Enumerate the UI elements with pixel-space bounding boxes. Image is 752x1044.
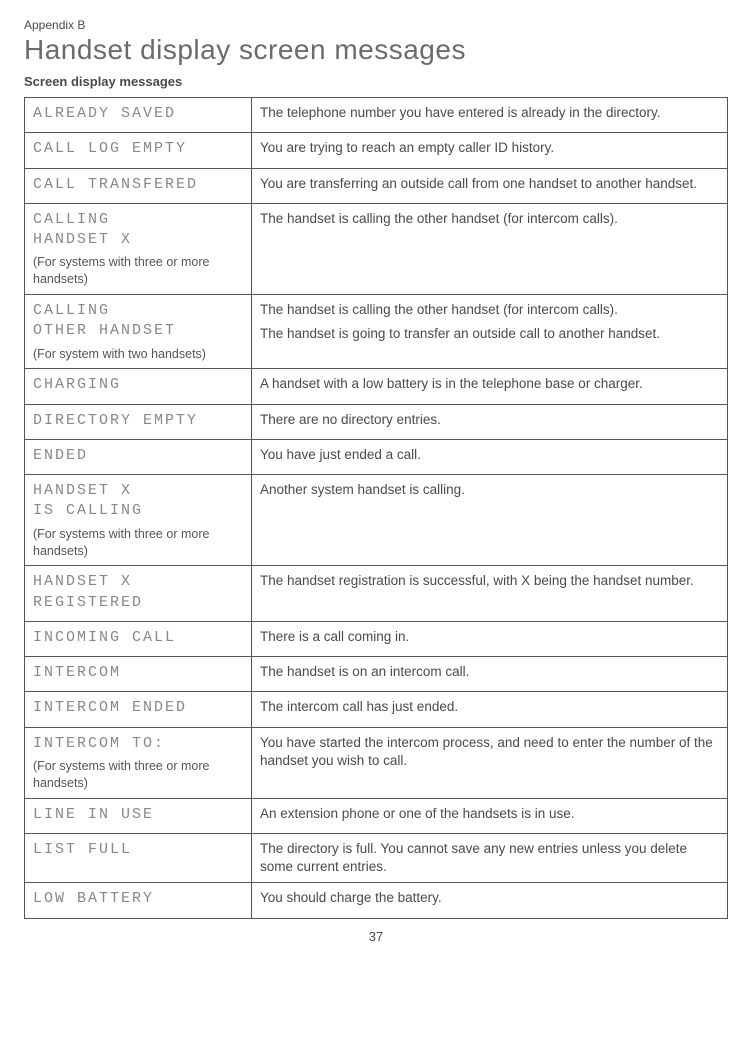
message-description: The handset is on an intercom call. [260,663,719,681]
lcd-text: INCOMING CALL [33,628,243,648]
message-code-cell: ALREADY SAVED [25,98,252,133]
message-description: The telephone number you have entered is… [260,104,719,122]
message-description-cell: The intercom call has just ended. [252,692,728,727]
message-code-cell: INCOMING CALL [25,621,252,656]
message-code-cell: CALL TRANSFERED [25,168,252,203]
message-description: The handset is going to transfer an outs… [260,325,719,343]
message-code-cell: CALLING HANDSET X(For systems with three… [25,203,252,294]
message-description-cell: You have started the intercom process, a… [252,727,728,798]
messages-table: ALREADY SAVED The telephone number you ha… [24,97,728,919]
message-description-cell: The handset is calling the other handset… [252,295,728,369]
table-row: LOW BATTERY You should charge the battery… [25,883,728,918]
section-subtitle: Screen display messages [24,74,728,89]
message-code-cell: CALLING OTHER HANDSET (For system with tw… [25,295,252,369]
lcd-text: LINE IN USE [33,805,243,825]
message-description-cell: You are trying to reach an empty caller … [252,133,728,168]
lcd-text: ENDED [33,446,243,466]
message-description: The handset registration is successful, … [260,572,719,590]
page-number: 37 [24,929,728,944]
message-note: (For systems with three or more handsets… [33,526,243,560]
message-description-cell: The handset registration is successful, … [252,566,728,622]
message-description: The handset is calling the other handset… [260,301,719,319]
table-row: CALLING HANDSET X(For systems with three… [25,203,728,294]
message-description: Another system handset is calling. [260,481,719,499]
table-row: INTERCOM ENDED The intercom call has just… [25,692,728,727]
message-code-cell: LOW BATTERY [25,883,252,918]
message-code-cell: HANDSET X REGISTERED [25,566,252,622]
lcd-text: ALREADY SAVED [33,104,243,124]
lcd-text: HANDSET X IS CALLING [33,481,243,522]
table-row: INTERCOM The handset is on an intercom ca… [25,657,728,692]
message-description-cell: There is a call coming in. [252,621,728,656]
lcd-text: CHARGING [33,375,243,395]
message-description-cell: There are no directory entries. [252,404,728,439]
lcd-text: CALL TRANSFERED [33,175,243,195]
message-description-cell: A handset with a low battery is in the t… [252,369,728,404]
message-description-cell: An extension phone or one of the handset… [252,798,728,833]
message-code-cell: LINE IN USE [25,798,252,833]
message-code-cell: DIRECTORY EMPTY [25,404,252,439]
table-row: LINE IN USE An extension phone or one of … [25,798,728,833]
table-row: ALREADY SAVED The telephone number you ha… [25,98,728,133]
table-row: CALL LOG EMPTY You are trying to reach an… [25,133,728,168]
table-row: CALLING OTHER HANDSET (For system with tw… [25,295,728,369]
page-title: Handset display screen messages [24,34,728,66]
message-code-cell: ENDED [25,439,252,474]
message-code-cell: CHARGING [25,369,252,404]
message-note: (For system with two handsets) [33,346,243,363]
message-description: You should charge the battery. [260,889,719,907]
message-description-cell: Another system handset is calling. [252,475,728,566]
message-code-cell: HANDSET X IS CALLING (For systems with th… [25,475,252,566]
lcd-text: DIRECTORY EMPTY [33,411,243,431]
message-description-cell: The handset is on an intercom call. [252,657,728,692]
table-row: CALL TRANSFERED You are transferring an o… [25,168,728,203]
message-note: (For systems with three or more handsets… [33,254,243,288]
lcd-text: CALLING OTHER HANDSET [33,301,243,342]
table-row: HANDSET X IS CALLING (For systems with th… [25,475,728,566]
lcd-text: LOW BATTERY [33,889,243,909]
table-row: INCOMING CALL There is a call coming in. [25,621,728,656]
table-row: INTERCOM TO: (For systems with three or m… [25,727,728,798]
lcd-text: INTERCOM [33,663,243,683]
message-description: You are transferring an outside call fro… [260,175,719,193]
lcd-text: HANDSET X REGISTERED [33,572,243,613]
message-description-cell: The directory is full. You cannot save a… [252,833,728,882]
table-row: CHARGING A handset with a low battery is … [25,369,728,404]
message-code-cell: CALL LOG EMPTY [25,133,252,168]
table-row: ENDED You have just ended a call. [25,439,728,474]
message-description-cell: You are transferring an outside call fro… [252,168,728,203]
appendix-label: Appendix B [24,18,728,32]
message-note: (For systems with three or more handsets… [33,758,243,792]
table-row: LIST FULL The directory is full. You cann… [25,833,728,882]
message-code-cell: INTERCOM [25,657,252,692]
lcd-text: CALLING HANDSET X [33,210,243,251]
table-row: DIRECTORY EMPTY There are no directory en… [25,404,728,439]
lcd-text: INTERCOM ENDED [33,698,243,718]
message-description-cell: The handset is calling the other handset… [252,203,728,294]
message-description: A handset with a low battery is in the t… [260,375,719,393]
lcd-text: CALL LOG EMPTY [33,139,243,159]
table-row: HANDSET X REGISTERED The handset registra… [25,566,728,622]
message-code-cell: LIST FULL [25,833,252,882]
message-description-cell: The telephone number you have entered is… [252,98,728,133]
message-code-cell: INTERCOM ENDED [25,692,252,727]
message-description: There is a call coming in. [260,628,719,646]
message-code-cell: INTERCOM TO: (For systems with three or m… [25,727,252,798]
message-description: You have just ended a call. [260,446,719,464]
message-description: An extension phone or one of the handset… [260,805,719,823]
message-description: The handset is calling the other handset… [260,210,719,228]
message-description: You are trying to reach an empty caller … [260,139,719,157]
lcd-text: LIST FULL [33,840,243,860]
message-description: The intercom call has just ended. [260,698,719,716]
message-description: You have started the intercom process, a… [260,734,719,770]
message-description: The directory is full. You cannot save a… [260,840,719,876]
message-description-cell: You should charge the battery. [252,883,728,918]
message-description-cell: You have just ended a call. [252,439,728,474]
message-description: There are no directory entries. [260,411,719,429]
lcd-text: INTERCOM TO: [33,734,243,754]
